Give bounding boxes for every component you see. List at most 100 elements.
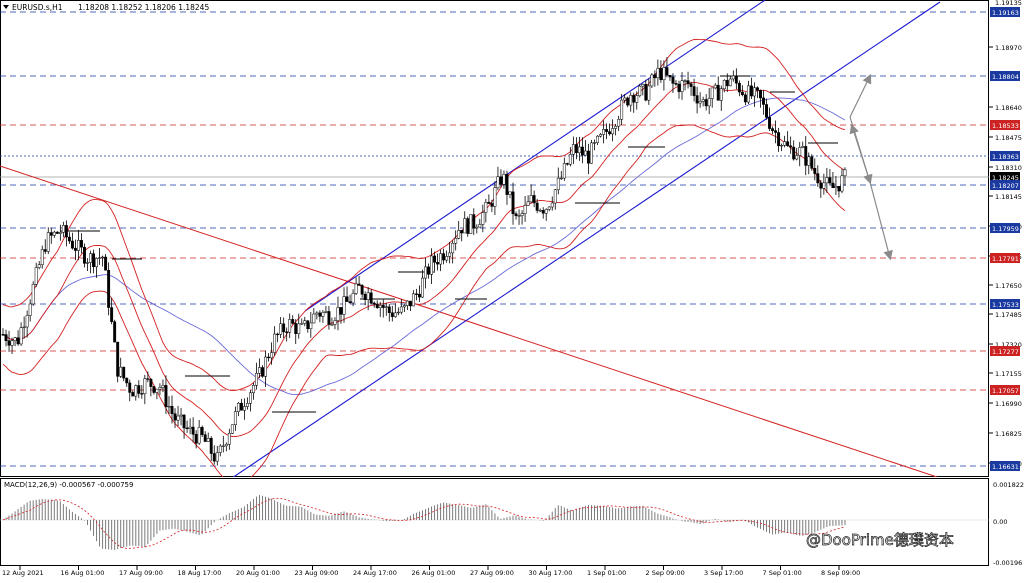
candle[interactable] (188, 418, 192, 435)
candle[interactable] (119, 357, 123, 378)
candle[interactable] (146, 371, 150, 383)
candle[interactable] (556, 167, 560, 195)
candle[interactable] (840, 168, 844, 194)
candle[interactable] (134, 384, 138, 401)
candle[interactable] (719, 85, 723, 111)
candle[interactable] (701, 96, 705, 107)
candle[interactable] (620, 93, 624, 126)
candle[interactable] (161, 379, 165, 393)
candle[interactable] (562, 157, 566, 181)
candle[interactable] (31, 281, 35, 306)
candle[interactable] (16, 330, 20, 346)
candle[interactable] (366, 286, 370, 311)
candle[interactable] (469, 214, 473, 234)
candle[interactable] (644, 79, 648, 102)
candle[interactable] (813, 158, 817, 181)
candle[interactable] (122, 366, 126, 382)
candle[interactable] (490, 199, 494, 213)
candle[interactable] (200, 425, 204, 437)
candle[interactable] (164, 375, 168, 414)
candle[interactable] (64, 220, 68, 247)
channel-lower-line[interactable] (232, 1, 941, 478)
candle[interactable] (224, 442, 228, 452)
candle[interactable] (215, 445, 219, 466)
candle[interactable] (765, 98, 768, 120)
candle[interactable] (89, 250, 92, 274)
candle[interactable] (677, 80, 681, 99)
candle[interactable] (294, 319, 298, 344)
candle[interactable] (641, 83, 645, 96)
candle[interactable] (749, 77, 753, 100)
candle[interactable] (369, 288, 373, 304)
candle[interactable] (140, 385, 144, 399)
candle[interactable] (411, 290, 415, 307)
candle[interactable] (25, 310, 29, 338)
candle[interactable] (378, 301, 382, 317)
candle[interactable] (843, 167, 847, 186)
candle[interactable] (828, 168, 832, 186)
candle[interactable] (300, 318, 304, 325)
candle[interactable] (249, 390, 252, 412)
candle[interactable] (360, 284, 364, 298)
candle[interactable] (713, 83, 717, 90)
candle[interactable] (568, 147, 572, 167)
candle[interactable] (650, 73, 654, 89)
candle[interactable] (252, 382, 255, 400)
candle[interactable] (487, 194, 491, 204)
candle[interactable] (327, 306, 331, 330)
candle[interactable] (583, 140, 587, 156)
candle[interactable] (137, 380, 141, 399)
bollinger-upper-band[interactable] (2, 38, 846, 392)
candle[interactable] (804, 136, 808, 176)
candle[interactable] (80, 233, 83, 254)
candle[interactable] (704, 94, 708, 111)
candle[interactable] (405, 300, 409, 310)
candle[interactable] (158, 383, 162, 396)
channel-upper-line[interactable] (304, 0, 766, 312)
candle[interactable] (98, 247, 102, 265)
forecast-arrow[interactable] (849, 73, 872, 118)
candle[interactable] (602, 120, 606, 144)
bollinger-middle-band[interactable] (2, 81, 846, 437)
candle[interactable] (668, 75, 672, 81)
candle[interactable] (810, 154, 814, 171)
moving-average-line[interactable] (2, 97, 846, 396)
candle[interactable] (384, 302, 388, 316)
candle[interactable] (324, 305, 328, 314)
candle[interactable] (496, 166, 500, 191)
candle[interactable] (671, 73, 675, 93)
candle[interactable] (230, 424, 234, 434)
candle[interactable] (321, 309, 325, 323)
candle[interactable] (571, 136, 575, 165)
candle[interactable] (445, 250, 449, 263)
candle[interactable] (330, 317, 334, 326)
candle[interactable] (683, 79, 687, 91)
candle[interactable] (149, 378, 153, 397)
candle[interactable] (608, 123, 612, 136)
candle[interactable] (4, 329, 8, 347)
candle[interactable] (653, 70, 657, 87)
candle[interactable] (783, 135, 787, 148)
candle[interactable] (553, 188, 557, 210)
candle[interactable] (233, 406, 237, 431)
candle[interactable] (402, 304, 406, 312)
candle[interactable] (577, 136, 581, 161)
candle[interactable] (245, 397, 249, 410)
candle[interactable] (110, 297, 114, 325)
candle[interactable] (288, 313, 292, 339)
dropdown-triangle-icon[interactable] (3, 5, 9, 9)
candle[interactable] (825, 168, 829, 193)
candle[interactable] (273, 326, 277, 356)
candle[interactable] (92, 249, 95, 274)
candle[interactable] (396, 307, 400, 316)
candle[interactable] (34, 262, 38, 287)
candle[interactable] (128, 379, 132, 402)
candle[interactable] (768, 107, 771, 132)
candle[interactable] (752, 82, 756, 107)
candle[interactable] (662, 60, 666, 91)
candle[interactable] (725, 73, 729, 92)
candle[interactable] (460, 230, 464, 242)
candle[interactable] (170, 395, 174, 424)
candle[interactable] (339, 307, 343, 324)
candle[interactable] (520, 210, 524, 225)
